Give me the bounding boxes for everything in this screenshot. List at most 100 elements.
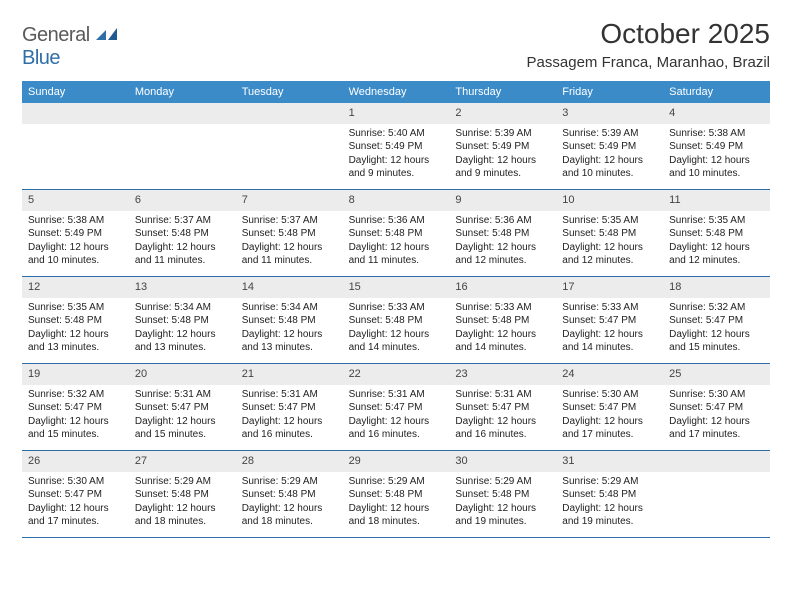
daylight-line-2: and 14 minutes. <box>349 341 444 355</box>
day-number <box>22 103 129 124</box>
day-cell: 11Sunrise: 5:35 AMSunset: 5:48 PMDayligh… <box>663 190 770 276</box>
daylight-line-2: and 15 minutes. <box>135 428 230 442</box>
day-cell: 21Sunrise: 5:31 AMSunset: 5:47 PMDayligh… <box>236 364 343 450</box>
sunrise-line: Sunrise: 5:29 AM <box>242 475 337 489</box>
day-cell: 29Sunrise: 5:29 AMSunset: 5:48 PMDayligh… <box>343 451 450 537</box>
day-number: 13 <box>129 277 236 298</box>
daylight-line-2: and 12 minutes. <box>562 254 657 268</box>
sunrise-line: Sunrise: 5:31 AM <box>455 388 550 402</box>
week-row: 26Sunrise: 5:30 AMSunset: 5:47 PMDayligh… <box>22 451 770 538</box>
sunrise-line: Sunrise: 5:33 AM <box>455 301 550 315</box>
daylight-line-1: Daylight: 12 hours <box>242 241 337 255</box>
dow-cell: Saturday <box>663 81 770 103</box>
day-cell: 8Sunrise: 5:36 AMSunset: 5:48 PMDaylight… <box>343 190 450 276</box>
day-number: 10 <box>556 190 663 211</box>
sunset-line: Sunset: 5:47 PM <box>455 401 550 415</box>
day-number: 31 <box>556 451 663 472</box>
month-title: October 2025 <box>527 18 770 50</box>
day-cell: 28Sunrise: 5:29 AMSunset: 5:48 PMDayligh… <box>236 451 343 537</box>
day-cell: 17Sunrise: 5:33 AMSunset: 5:47 PMDayligh… <box>556 277 663 363</box>
day-number: 2 <box>449 103 556 124</box>
day-cell: 13Sunrise: 5:34 AMSunset: 5:48 PMDayligh… <box>129 277 236 363</box>
daylight-line-1: Daylight: 12 hours <box>349 415 444 429</box>
sunset-line: Sunset: 5:48 PM <box>242 488 337 502</box>
sunrise-line: Sunrise: 5:39 AM <box>455 127 550 141</box>
day-number: 5 <box>22 190 129 211</box>
sunset-line: Sunset: 5:49 PM <box>28 227 123 241</box>
sunrise-line: Sunrise: 5:35 AM <box>669 214 764 228</box>
logo-text-block: General Blue <box>22 24 118 70</box>
weeks-container: 1Sunrise: 5:40 AMSunset: 5:49 PMDaylight… <box>22 103 770 538</box>
daylight-line-1: Daylight: 12 hours <box>562 241 657 255</box>
day-cell: 7Sunrise: 5:37 AMSunset: 5:48 PMDaylight… <box>236 190 343 276</box>
sunset-line: Sunset: 5:48 PM <box>242 314 337 328</box>
day-cell: 6Sunrise: 5:37 AMSunset: 5:48 PMDaylight… <box>129 190 236 276</box>
week-row: 19Sunrise: 5:32 AMSunset: 5:47 PMDayligh… <box>22 364 770 451</box>
day-number: 29 <box>343 451 450 472</box>
sunset-line: Sunset: 5:48 PM <box>242 227 337 241</box>
sunrise-line: Sunrise: 5:39 AM <box>562 127 657 141</box>
daylight-line-1: Daylight: 12 hours <box>669 328 764 342</box>
logo-word1: General <box>22 24 90 46</box>
sunrise-line: Sunrise: 5:32 AM <box>28 388 123 402</box>
sunrise-line: Sunrise: 5:33 AM <box>349 301 444 315</box>
sunset-line: Sunset: 5:48 PM <box>455 314 550 328</box>
sunrise-line: Sunrise: 5:38 AM <box>669 127 764 141</box>
day-cell: 15Sunrise: 5:33 AMSunset: 5:48 PMDayligh… <box>343 277 450 363</box>
dow-cell: Thursday <box>449 81 556 103</box>
sunset-line: Sunset: 5:48 PM <box>135 314 230 328</box>
logo-word2: Blue <box>22 47 60 69</box>
daylight-line-1: Daylight: 12 hours <box>455 502 550 516</box>
day-number: 25 <box>663 364 770 385</box>
sunrise-line: Sunrise: 5:31 AM <box>242 388 337 402</box>
daylight-line-2: and 19 minutes. <box>455 515 550 529</box>
day-cell: 3Sunrise: 5:39 AMSunset: 5:49 PMDaylight… <box>556 103 663 189</box>
daylight-line-1: Daylight: 12 hours <box>455 415 550 429</box>
sunrise-line: Sunrise: 5:36 AM <box>455 214 550 228</box>
day-cell: 5Sunrise: 5:38 AMSunset: 5:49 PMDaylight… <box>22 190 129 276</box>
day-number: 27 <box>129 451 236 472</box>
day-body: Sunrise: 5:35 AMSunset: 5:48 PMDaylight:… <box>663 211 770 272</box>
sunrise-line: Sunrise: 5:37 AM <box>135 214 230 228</box>
daylight-line-1: Daylight: 12 hours <box>135 328 230 342</box>
day-body: Sunrise: 5:29 AMSunset: 5:48 PMDaylight:… <box>236 472 343 533</box>
daylight-line-1: Daylight: 12 hours <box>562 154 657 168</box>
daylight-line-1: Daylight: 12 hours <box>28 241 123 255</box>
day-cell <box>236 103 343 189</box>
day-cell: 23Sunrise: 5:31 AMSunset: 5:47 PMDayligh… <box>449 364 556 450</box>
daylight-line-2: and 11 minutes. <box>135 254 230 268</box>
sunset-line: Sunset: 5:49 PM <box>455 140 550 154</box>
daylight-line-1: Daylight: 12 hours <box>349 241 444 255</box>
day-cell: 30Sunrise: 5:29 AMSunset: 5:48 PMDayligh… <box>449 451 556 537</box>
day-number: 18 <box>663 277 770 298</box>
sunrise-line: Sunrise: 5:29 AM <box>349 475 444 489</box>
day-body: Sunrise: 5:33 AMSunset: 5:47 PMDaylight:… <box>556 298 663 359</box>
sunrise-line: Sunrise: 5:40 AM <box>349 127 444 141</box>
dow-cell: Sunday <box>22 81 129 103</box>
day-body: Sunrise: 5:34 AMSunset: 5:48 PMDaylight:… <box>129 298 236 359</box>
sunset-line: Sunset: 5:49 PM <box>669 140 764 154</box>
day-cell: 14Sunrise: 5:34 AMSunset: 5:48 PMDayligh… <box>236 277 343 363</box>
day-cell: 19Sunrise: 5:32 AMSunset: 5:47 PMDayligh… <box>22 364 129 450</box>
sunset-line: Sunset: 5:47 PM <box>562 314 657 328</box>
sunset-line: Sunset: 5:48 PM <box>669 227 764 241</box>
day-number: 21 <box>236 364 343 385</box>
daylight-line-2: and 17 minutes. <box>562 428 657 442</box>
sunset-line: Sunset: 5:47 PM <box>669 314 764 328</box>
day-cell <box>22 103 129 189</box>
sunrise-line: Sunrise: 5:29 AM <box>455 475 550 489</box>
day-number: 14 <box>236 277 343 298</box>
day-cell: 12Sunrise: 5:35 AMSunset: 5:48 PMDayligh… <box>22 277 129 363</box>
day-number: 16 <box>449 277 556 298</box>
day-number <box>236 103 343 124</box>
day-cell: 31Sunrise: 5:29 AMSunset: 5:48 PMDayligh… <box>556 451 663 537</box>
week-row: 1Sunrise: 5:40 AMSunset: 5:49 PMDaylight… <box>22 103 770 190</box>
day-cell: 25Sunrise: 5:30 AMSunset: 5:47 PMDayligh… <box>663 364 770 450</box>
sunset-line: Sunset: 5:48 PM <box>28 314 123 328</box>
day-cell: 16Sunrise: 5:33 AMSunset: 5:48 PMDayligh… <box>449 277 556 363</box>
day-body: Sunrise: 5:36 AMSunset: 5:48 PMDaylight:… <box>343 211 450 272</box>
week-row: 12Sunrise: 5:35 AMSunset: 5:48 PMDayligh… <box>22 277 770 364</box>
dow-cell: Friday <box>556 81 663 103</box>
daylight-line-1: Daylight: 12 hours <box>135 415 230 429</box>
sunset-line: Sunset: 5:48 PM <box>135 488 230 502</box>
